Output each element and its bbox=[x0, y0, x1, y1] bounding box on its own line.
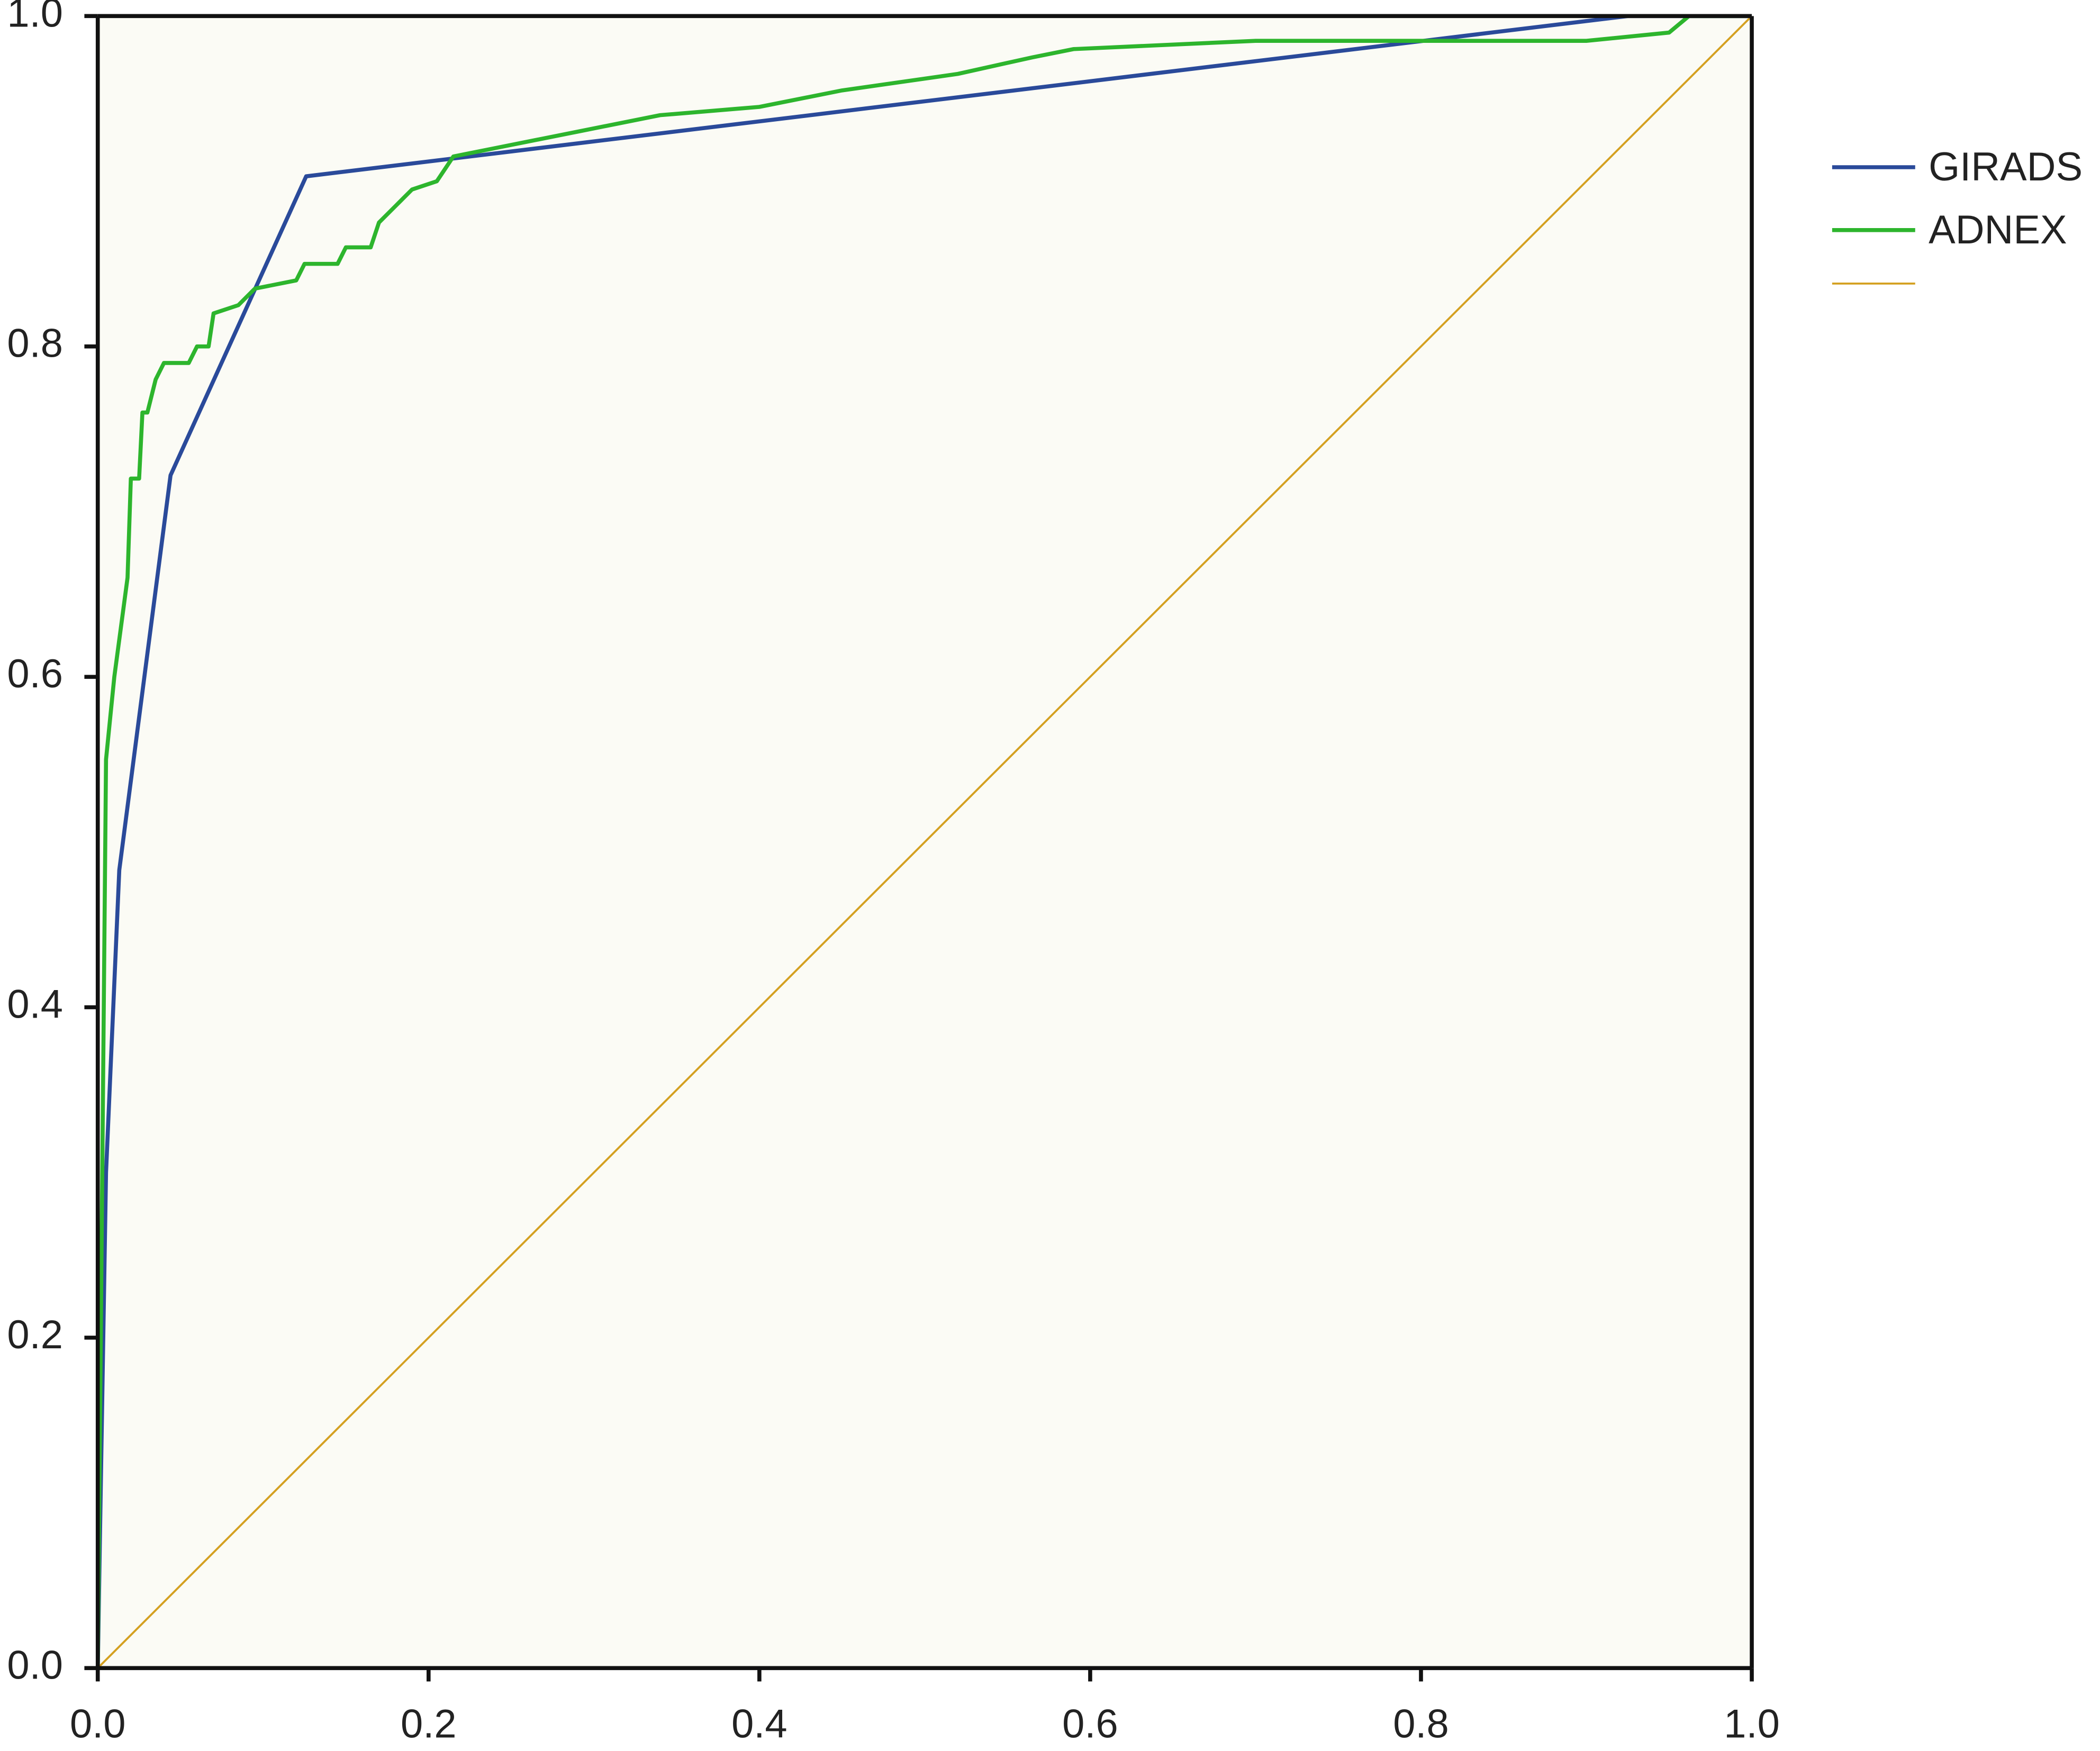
x-tick-label: 1.0 bbox=[1724, 1702, 1780, 1747]
y-tick-label: 0.4 bbox=[7, 982, 63, 1027]
line-series bbox=[95, 14, 1752, 1668]
y-tick-label: 0.2 bbox=[7, 1312, 63, 1357]
x-tick-label: 0.6 bbox=[1062, 1702, 1118, 1747]
x-tick-label: 0.0 bbox=[70, 1702, 126, 1747]
y-tick-label: 1.0 bbox=[7, 0, 63, 35]
y-tick-label: 0.0 bbox=[7, 1643, 63, 1688]
y-tick-label: 0.8 bbox=[7, 321, 63, 366]
x-tick-label: 0.2 bbox=[401, 1702, 457, 1747]
x-tick-label: 0.4 bbox=[731, 1702, 787, 1747]
x-tick-label: 0.8 bbox=[1393, 1702, 1449, 1747]
line-series bbox=[97, 15, 1753, 1669]
legend-label: ADNEX bbox=[1929, 207, 2067, 252]
legend-label: GIRADS bbox=[1929, 144, 2083, 189]
y-tick-label: 0.6 bbox=[7, 651, 63, 696]
